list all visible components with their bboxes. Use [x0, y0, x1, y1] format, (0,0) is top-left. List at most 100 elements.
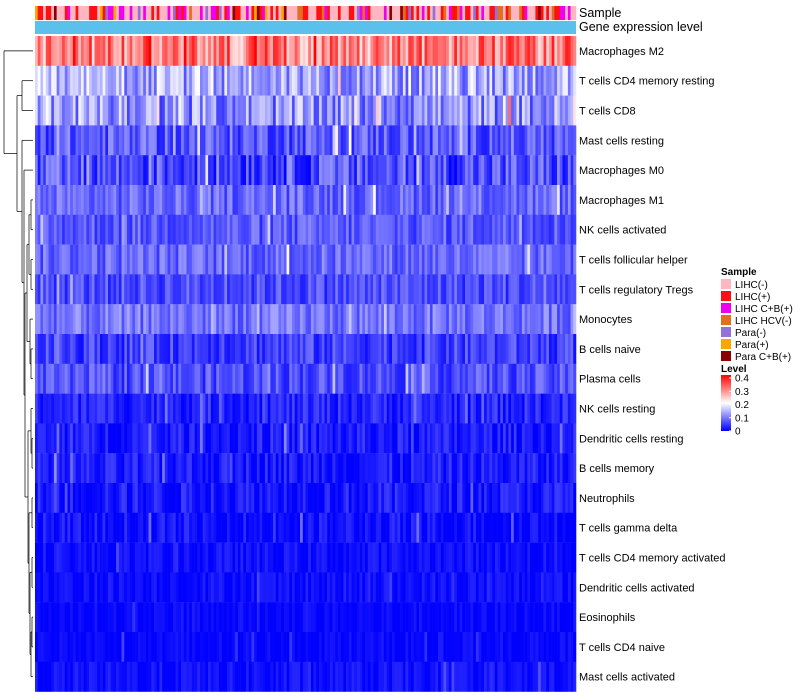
heatmap-cell [327, 602, 331, 633]
heatmap-cell [62, 483, 66, 513]
heatmap-cell [132, 334, 136, 364]
heatmap-cell [116, 393, 120, 424]
heatmap-cell [511, 453, 515, 484]
heatmap-cell [67, 214, 71, 245]
heatmap-cell [148, 244, 152, 275]
heatmap-cell [43, 572, 47, 603]
heatmap-cell [519, 65, 523, 96]
heatmap-cell [89, 572, 93, 603]
heatmap-cell [116, 36, 120, 66]
heatmap-cell [573, 95, 577, 126]
heatmap-cell [70, 572, 74, 603]
heatmap-cell [400, 274, 404, 305]
heatmap-cell [497, 423, 501, 454]
heatmap-cell [102, 155, 106, 186]
heatmap-cell [359, 632, 363, 662]
heatmap-cell [229, 36, 233, 66]
heatmap-cell [129, 214, 133, 245]
heatmap-cell [194, 632, 198, 662]
sample-annotation-cell [405, 6, 409, 20]
heatmap-cell [429, 274, 433, 305]
heatmap-cell [367, 453, 371, 484]
heatmap-cell [218, 155, 222, 186]
heatmap-cell [245, 274, 249, 305]
heatmap-cell [91, 602, 95, 633]
heatmap-cell [235, 363, 239, 394]
heatmap-cell [373, 393, 377, 424]
heatmap-cell [443, 602, 447, 633]
heatmap-cell [362, 542, 366, 573]
heatmap-cell [229, 512, 233, 543]
heatmap-cell [53, 125, 57, 156]
heatmap-cell [505, 244, 509, 275]
heatmap-cell [148, 661, 152, 692]
heatmap-cell [108, 214, 112, 245]
heatmap-cell [324, 572, 328, 603]
heatmap-cell [340, 244, 344, 275]
heatmap-cell [167, 155, 171, 186]
heatmap-cell [538, 304, 542, 335]
heatmap-cell [218, 36, 222, 66]
heatmap-cell [389, 274, 393, 305]
heatmap-cell [97, 214, 101, 245]
sample-annotation-cell [251, 6, 255, 20]
heatmap-cell [213, 393, 217, 424]
heatmap-cell [327, 274, 331, 305]
heatmap-cell [202, 423, 206, 454]
heatmap-cell [245, 661, 249, 692]
heatmap-cell [40, 304, 44, 335]
heatmap-cell [516, 512, 520, 543]
heatmap-cell [162, 393, 166, 424]
heatmap-cell [172, 274, 176, 305]
heatmap-cell [275, 244, 279, 275]
heatmap-cell [405, 36, 409, 66]
heatmap-cell [562, 125, 566, 156]
sample-annotation-cell [164, 6, 168, 20]
heatmap-cell [175, 483, 179, 513]
heatmap-cell [511, 244, 515, 275]
heatmap-cell [262, 512, 266, 543]
sample-annotation-cell [75, 6, 79, 20]
heatmap-cell [378, 214, 382, 245]
heatmap-cell [97, 483, 101, 513]
heatmap-cell [300, 632, 304, 662]
sample-annotation-cell [213, 6, 217, 20]
heatmap-cell [473, 244, 477, 275]
heatmap-cell [557, 65, 561, 96]
heatmap-cell [305, 661, 309, 692]
heatmap-cell [248, 36, 252, 66]
heatmap-cell [411, 36, 414, 66]
heatmap-cell [162, 185, 166, 215]
heatmap-cell [465, 65, 469, 96]
heatmap-cell [270, 423, 274, 454]
heatmap-cell [459, 274, 463, 305]
heatmap-cell [132, 304, 136, 335]
heatmap-cell [200, 572, 203, 603]
heatmap-cell [262, 661, 266, 692]
heatmap-cell [205, 512, 209, 543]
heatmap-cell [186, 155, 190, 186]
heatmap-cell [454, 244, 458, 275]
heatmap-cell [486, 661, 490, 692]
heatmap-cell [400, 244, 404, 275]
heatmap-cell [424, 393, 428, 424]
heatmap-cell [538, 244, 542, 275]
heatmap-cell [186, 363, 190, 394]
heatmap-cell [300, 125, 304, 156]
heatmap-cell [137, 95, 141, 126]
heatmap-cell [508, 602, 512, 633]
heatmap-cell [300, 363, 304, 394]
heatmap-cell [413, 483, 417, 513]
heatmap-cell [438, 155, 442, 186]
heatmap-cell [424, 125, 428, 156]
heatmap-cell [218, 512, 222, 543]
heatmap-cell [254, 274, 258, 305]
heatmap-cell [405, 155, 409, 186]
heatmap-cell [83, 65, 87, 96]
heatmap-cell [137, 363, 141, 394]
heatmap-cell [516, 632, 520, 662]
heatmap-cell [181, 512, 185, 543]
heatmap-cell [170, 483, 174, 513]
heatmap-cell [286, 542, 290, 573]
heatmap-cell [281, 363, 285, 394]
